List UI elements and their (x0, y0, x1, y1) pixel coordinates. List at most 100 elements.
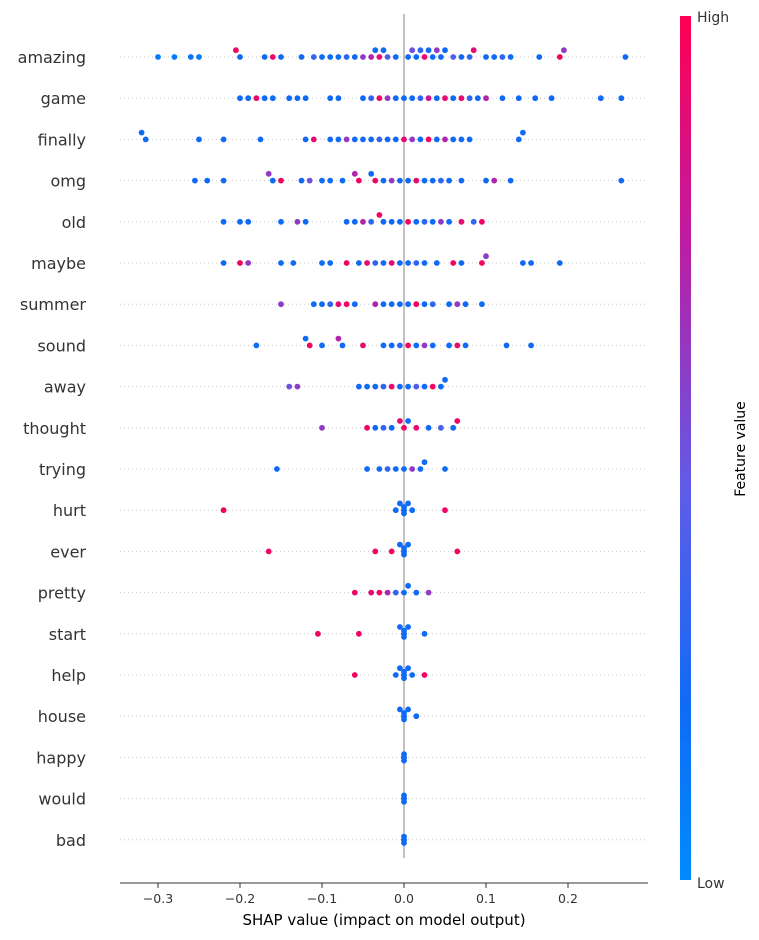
shap-point (479, 260, 485, 266)
shap-point (409, 672, 416, 678)
shap-point (319, 301, 325, 308)
x-axis-title: SHAP value (impact on model output) (242, 911, 525, 929)
shap-point (409, 466, 416, 472)
shap-point (401, 424, 407, 431)
shap-point (401, 757, 407, 764)
shap-point (520, 260, 526, 266)
shap-point (187, 54, 194, 60)
shap-point (417, 47, 424, 54)
shap-point (433, 47, 440, 54)
shap-point (462, 301, 469, 308)
shap-point (384, 95, 391, 102)
shap-point (515, 95, 522, 102)
x-tick-label: 0.2 (558, 891, 578, 906)
shap-point (339, 177, 346, 184)
shap-point (388, 177, 395, 184)
shap-point (372, 47, 379, 54)
feature-label-amazing: amazing (18, 48, 86, 67)
shap-point (356, 630, 362, 637)
shap-point (413, 713, 420, 720)
shap-point (401, 95, 407, 102)
shap-point (368, 136, 375, 143)
shap-point (368, 589, 375, 596)
shap-point (450, 95, 457, 102)
shap-point (491, 177, 498, 184)
shap-point (245, 95, 252, 102)
shap-point (351, 54, 358, 60)
shap-point (466, 136, 473, 143)
shap-point (253, 95, 260, 102)
shap-point (401, 136, 407, 143)
shap-point (138, 129, 145, 136)
shap-point (339, 342, 346, 349)
shap-point (269, 95, 276, 102)
feature-labels: amazing game finally omg old maybe summer sound… (18, 48, 87, 850)
shap-point (405, 177, 411, 184)
feature-label-help: help (51, 666, 86, 685)
shap-point (454, 418, 461, 424)
shap-point (421, 54, 428, 60)
colorbar-low-label: Low (697, 876, 725, 892)
shap-point (397, 500, 403, 507)
shap-point (265, 548, 272, 555)
shap-point (327, 177, 334, 184)
shap-point (405, 218, 411, 225)
shap-point (360, 342, 366, 349)
shap-point (597, 95, 604, 102)
shap-point (392, 672, 399, 678)
shap-point (433, 260, 440, 266)
shap-point (499, 95, 506, 102)
shap-point (450, 136, 457, 143)
shap-point (446, 177, 452, 184)
feature-label-finally: finally (38, 130, 86, 149)
shap-point (397, 177, 403, 184)
shap-point (360, 218, 366, 225)
shap-point (310, 301, 317, 308)
feature-label-pretty: pretty (38, 584, 86, 603)
shap-point (376, 212, 383, 218)
shap-point (233, 47, 239, 54)
shap-point (454, 301, 461, 308)
shap-point (413, 54, 420, 60)
shap-point (413, 589, 420, 596)
shap-point (397, 218, 403, 225)
shap-point (450, 424, 457, 431)
shap-point (405, 582, 411, 589)
feature-label-hurt: hurt (53, 501, 86, 520)
shap-point (196, 54, 202, 60)
shap-point (405, 624, 411, 630)
shap-point (220, 507, 227, 514)
shap-point (401, 716, 407, 723)
shap-point (372, 383, 379, 390)
shap-point (351, 301, 358, 308)
shap-point (376, 54, 383, 60)
shap-point (413, 342, 420, 349)
shap-point (421, 630, 428, 637)
shap-point (421, 177, 428, 184)
colorbar (680, 16, 691, 880)
feature-label-bad: bad (56, 831, 86, 850)
shap-point (269, 177, 276, 184)
shap-point (319, 424, 325, 431)
shap-point (417, 466, 424, 472)
shap-point (302, 136, 309, 143)
shap-point (302, 218, 309, 225)
shap-point (397, 665, 403, 672)
shap-point (548, 95, 555, 102)
shap-point (479, 218, 485, 225)
shap-point (409, 507, 416, 514)
shap-point (380, 301, 387, 308)
shap-point (442, 376, 448, 383)
shap-point (397, 541, 403, 548)
shap-point (417, 95, 424, 102)
shap-point (405, 342, 411, 349)
shap-point (397, 624, 403, 630)
shap-point (405, 500, 411, 507)
shap-point (397, 301, 403, 308)
shap-point (442, 47, 448, 54)
shap-point (429, 342, 436, 349)
shap-point (380, 342, 387, 349)
x-tick-label: 0.0 (394, 891, 414, 906)
shap-point (372, 548, 379, 555)
